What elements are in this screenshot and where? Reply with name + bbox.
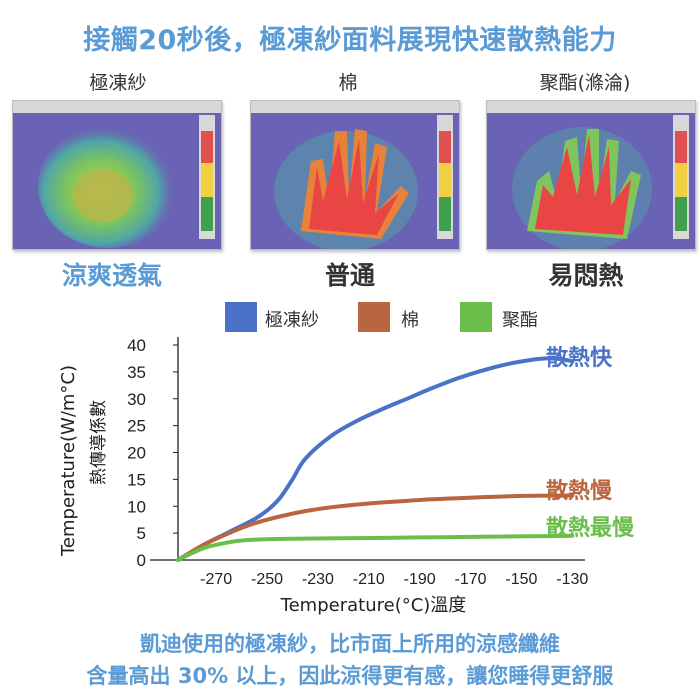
legend-label-polyester: 聚酯: [502, 310, 538, 331]
y-axis-label-outer: Temperature(W/m°C): [58, 365, 79, 557]
x-tick-label: -170: [455, 571, 487, 588]
thermal-image-frozen-yarn: [12, 100, 222, 250]
thermal-image-polyester: [486, 100, 696, 250]
series-end-label-3: 散熱最慢: [546, 515, 635, 541]
y-axis-label-inner: 熱傳導係數: [89, 400, 109, 485]
y-tick-label: 30: [127, 390, 146, 409]
caption-hot: 易悶熱: [548, 261, 624, 290]
footer-line-2: 含量高出 30% 以上，因此涼得更有感，讓您睡得更舒服: [86, 664, 614, 688]
x-tick-label: -270: [200, 571, 232, 588]
x-tick-label: -250: [251, 571, 283, 588]
x-tick-label: -150: [505, 571, 537, 588]
x-tick-label: -190: [404, 571, 436, 588]
legend-label-cotton: 棉: [401, 310, 419, 331]
series-line-2: [176, 493, 575, 562]
legend-swatch-cotton: [358, 302, 390, 332]
thermal-image-cotton: [250, 100, 460, 250]
y-tick-label: 5: [137, 524, 146, 543]
y-tick-label: 0: [137, 551, 146, 570]
series-end-label-1: 散熱快: [546, 345, 613, 371]
fabric-name-cotton: 棉: [338, 72, 358, 94]
legend-label-frozen-yarn: 極凍紗: [265, 310, 319, 331]
fabric-name-polyester: 聚酯(滌淪): [539, 72, 631, 94]
y-tick-label: 35: [127, 363, 146, 382]
y-tick-label: 15: [127, 470, 146, 489]
caption-cool: 涼爽透氣: [61, 261, 162, 290]
fabric-name-frozen-yarn: 極凍紗: [89, 72, 147, 94]
y-tick-label: 25: [127, 417, 146, 436]
x-axis-label: Temperature(°C)溫度: [280, 595, 467, 616]
y-tick-label: 20: [127, 444, 146, 463]
x-tick-label: -210: [353, 571, 385, 588]
series-line-3: [176, 533, 575, 562]
x-tick-label: -130: [556, 571, 588, 588]
x-tick-label: -230: [302, 571, 334, 588]
legend-swatch-frozen-yarn: [225, 302, 257, 332]
series-end-label-2: 散熱慢: [546, 478, 613, 504]
line-chart: 0 5 10 15 20 25 30 35 40 -270 -250 -230 -210 -190 -170…: [58, 336, 635, 616]
legend-swatch-polyester: [460, 302, 492, 332]
y-tick-label: 40: [127, 336, 146, 355]
footer-line-1: 凱迪使用的極凍紗，比市面上所用的涼感纖維: [140, 632, 560, 656]
series-line-1: [176, 356, 575, 562]
y-tick-label: 10: [127, 497, 146, 516]
caption-normal: 普通: [324, 261, 375, 290]
page-title: 接觸20秒後，極凍紗面料展現快速散熱能力: [83, 25, 617, 56]
